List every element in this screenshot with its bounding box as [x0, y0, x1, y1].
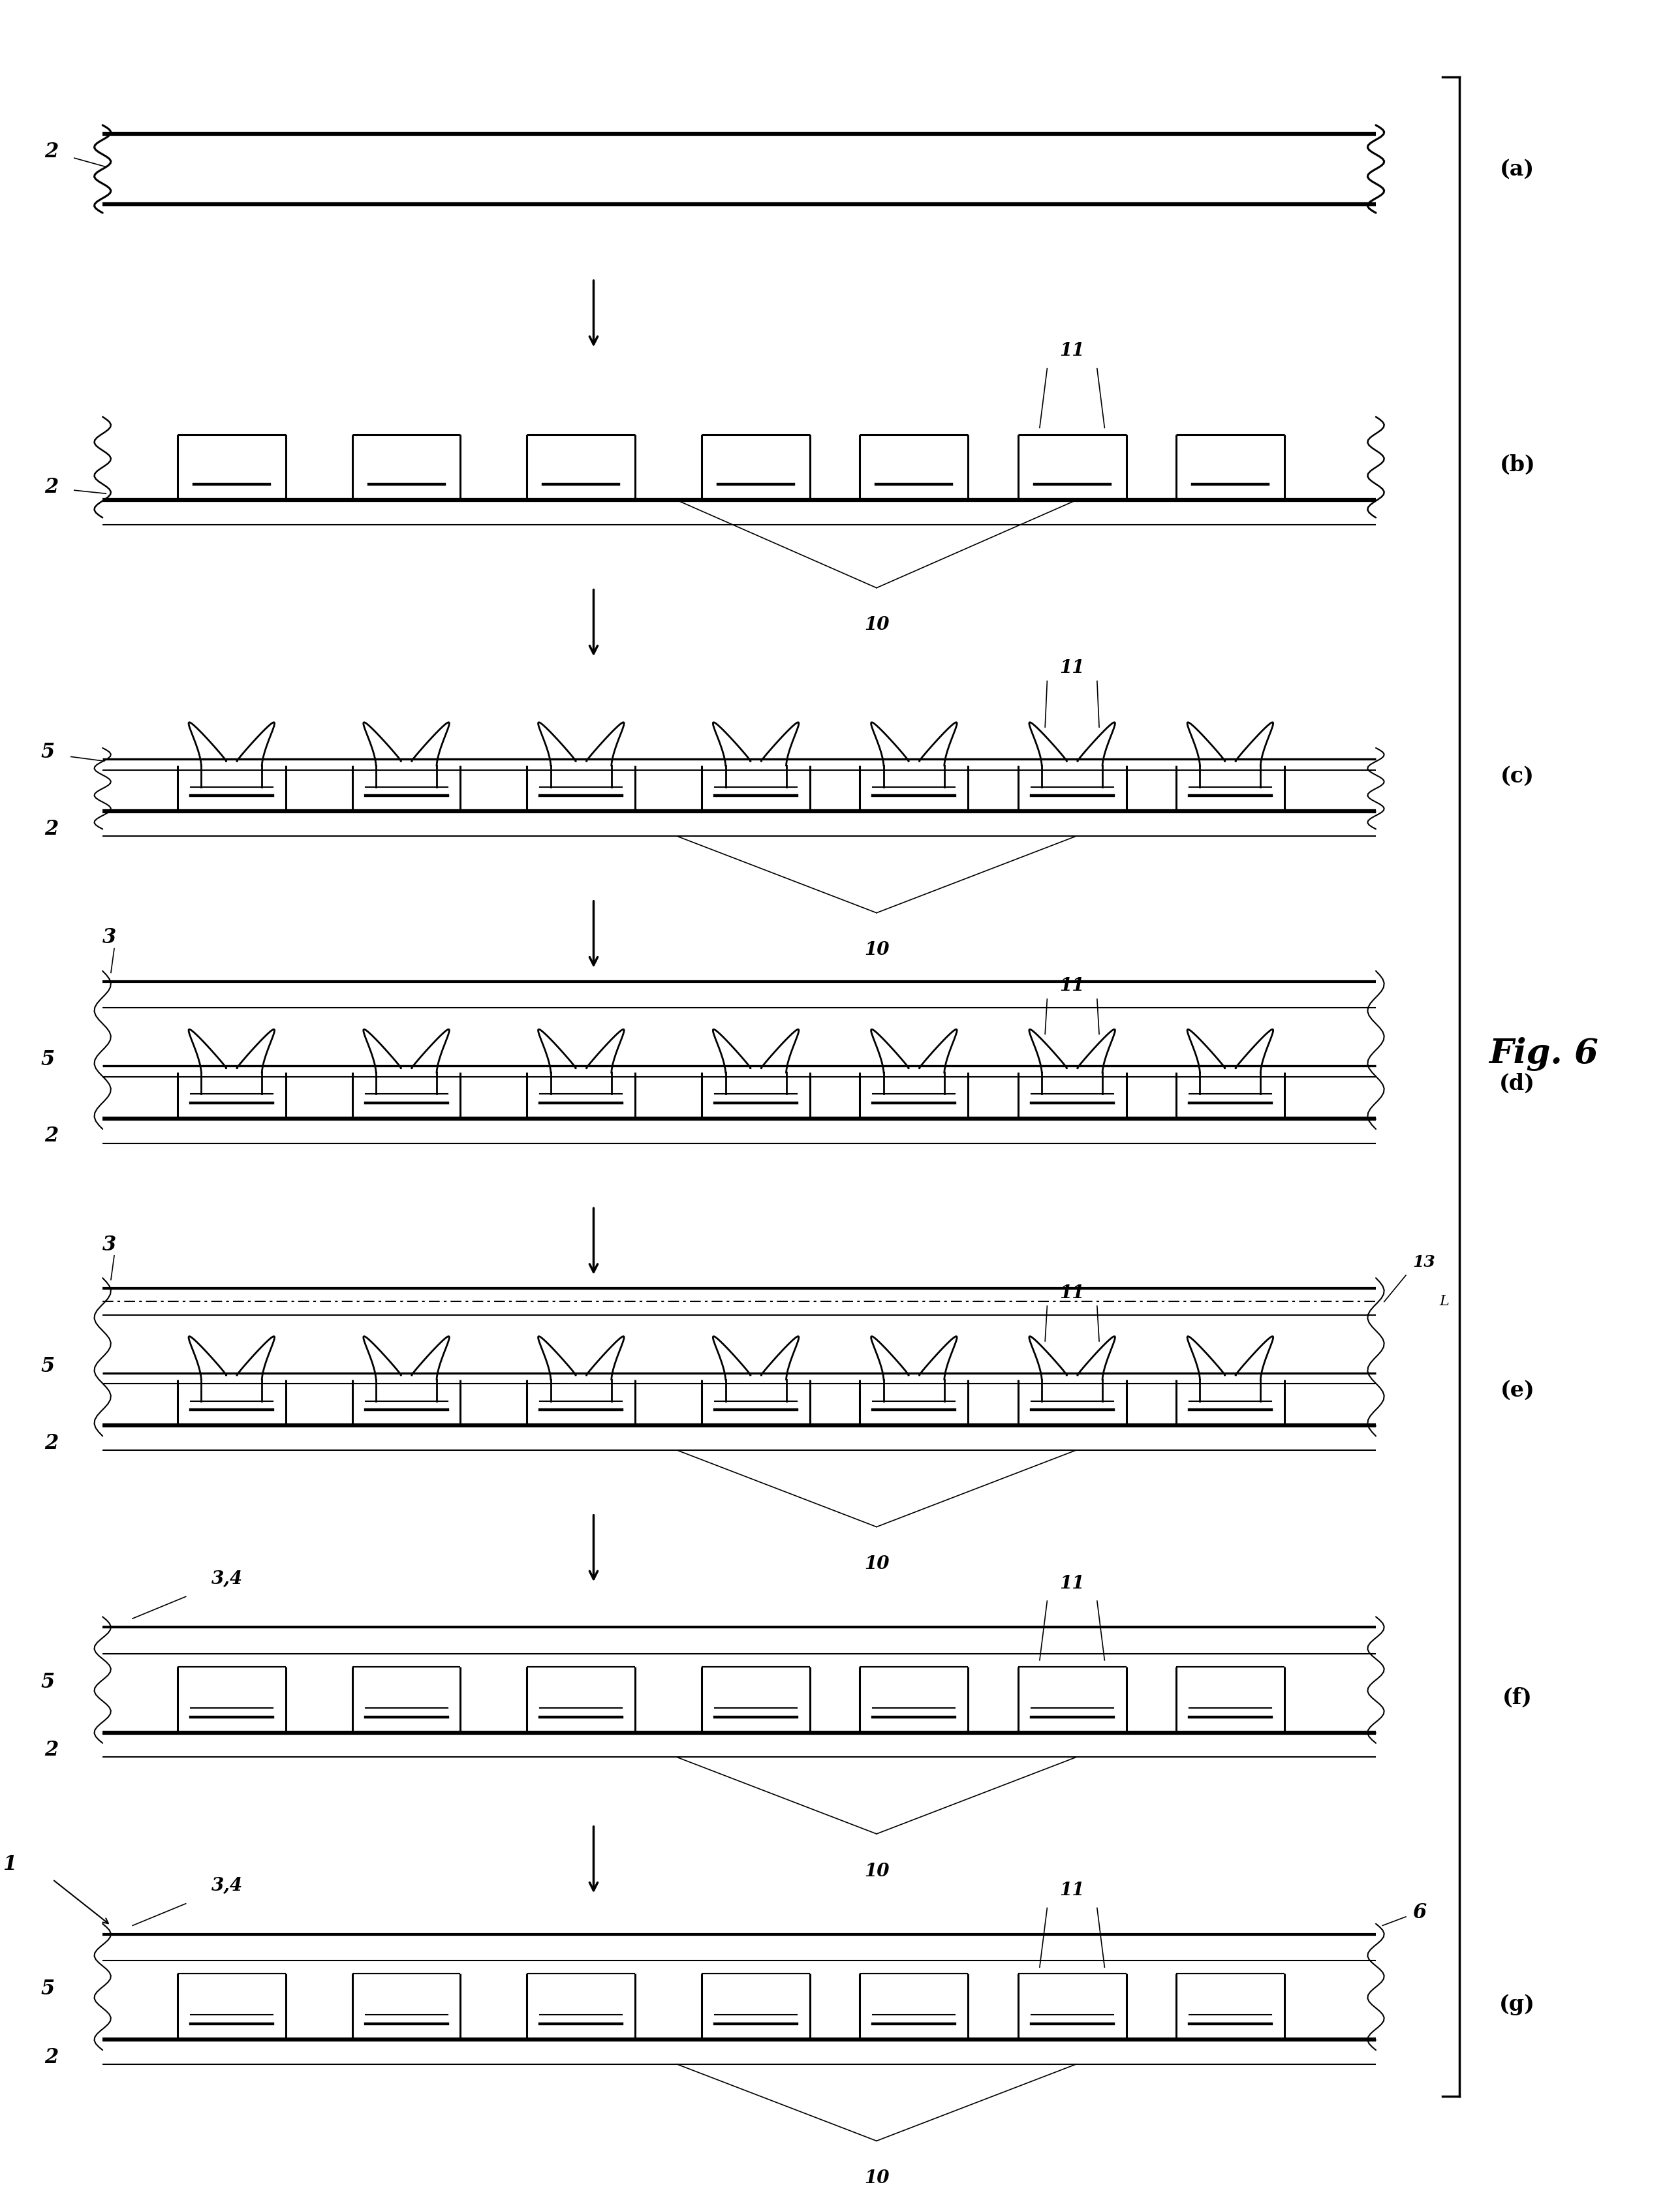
- Text: 5: 5: [40, 1048, 55, 1070]
- Text: 3: 3: [102, 927, 116, 947]
- Text: 10: 10: [864, 1555, 889, 1572]
- Text: 3: 3: [102, 1235, 116, 1255]
- Text: 11: 11: [1060, 1883, 1085, 1900]
- Text: 2: 2: [44, 819, 59, 839]
- Text: 5: 5: [40, 1671, 55, 1693]
- Text: (d): (d): [1500, 1072, 1536, 1094]
- Text: 11: 11: [1060, 1284, 1085, 1301]
- Text: 11: 11: [1060, 341, 1085, 359]
- Text: L: L: [1440, 1295, 1448, 1308]
- Text: 3,4: 3,4: [212, 1570, 244, 1588]
- Text: 10: 10: [864, 617, 889, 634]
- Text: (c): (c): [1500, 766, 1534, 786]
- Text: (e): (e): [1500, 1381, 1534, 1400]
- Text: 11: 11: [1060, 1574, 1085, 1592]
- Text: (a): (a): [1500, 159, 1536, 181]
- Text: 5: 5: [40, 1356, 55, 1376]
- Text: 13: 13: [1413, 1255, 1435, 1271]
- Text: 2: 2: [44, 141, 59, 161]
- Text: 2: 2: [44, 1125, 59, 1147]
- Text: Fig. 6: Fig. 6: [1488, 1037, 1599, 1070]
- Text: (f): (f): [1502, 1687, 1532, 1709]
- Text: 2: 2: [44, 1434, 59, 1453]
- Text: 2: 2: [44, 478, 59, 498]
- Text: 11: 11: [1060, 658, 1085, 676]
- Text: 5: 5: [40, 742, 55, 762]
- Text: 10: 10: [864, 2169, 889, 2187]
- Text: 1: 1: [3, 1854, 17, 1874]
- Text: 10: 10: [864, 940, 889, 960]
- Text: 3,4: 3,4: [212, 1878, 244, 1896]
- Text: 2: 2: [44, 1740, 59, 1759]
- Text: 6: 6: [1413, 1903, 1426, 1922]
- Text: 11: 11: [1060, 978, 1085, 995]
- Text: 2: 2: [44, 2048, 59, 2068]
- Text: 10: 10: [864, 1863, 889, 1881]
- Text: (g): (g): [1500, 1993, 1536, 2015]
- Text: (b): (b): [1500, 454, 1536, 476]
- Text: 5: 5: [40, 1980, 55, 1999]
